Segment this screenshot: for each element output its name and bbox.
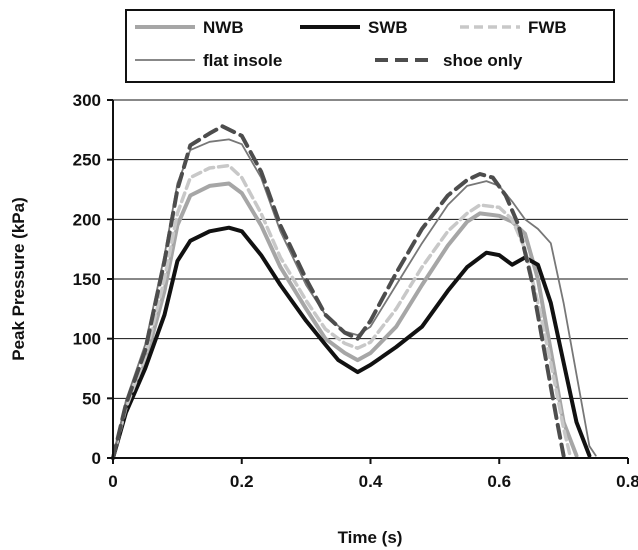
x-tick-label-4: 0.8 xyxy=(616,472,638,491)
tick-labels: 0 50 100 150 200 250 300 0 0.2 0.4 0.6 0.8 xyxy=(73,91,638,491)
series-line-nwb xyxy=(111,181,579,460)
legend-label-4: shoe only xyxy=(443,51,523,70)
legend-box xyxy=(125,9,615,83)
x-tick-label-1: 0.2 xyxy=(230,472,254,491)
y-tick-label-1: 50 xyxy=(82,389,101,408)
y-tick-label-4: 200 xyxy=(73,210,101,229)
legend: NWB SWB FWB flat insole shoe only xyxy=(125,9,615,83)
plot-series xyxy=(111,124,597,460)
legend-label-0: NWB xyxy=(203,18,244,37)
grid-lines xyxy=(113,99,628,399)
legend-label-3: flat insole xyxy=(203,51,282,70)
y-tick-label-5: 250 xyxy=(73,151,101,170)
x-tick-label-3: 0.6 xyxy=(487,472,511,491)
series-line-fwb xyxy=(111,163,572,460)
y-tick-label-2: 100 xyxy=(73,330,101,349)
y-axis-title: Peak Pressure (kPa) xyxy=(9,197,28,361)
x-axis-title: Time (s) xyxy=(338,528,403,547)
legend-label-1: SWB xyxy=(368,18,408,37)
series-line-swb xyxy=(111,225,592,460)
y-tick-label-3: 150 xyxy=(73,270,101,289)
x-tick-label-0: 0 xyxy=(108,472,117,491)
series-line-shoe-only xyxy=(111,124,566,460)
y-tick-label-6: 300 xyxy=(73,91,101,110)
x-tick-label-2: 0.4 xyxy=(359,472,383,491)
y-tick-label-0: 0 xyxy=(92,449,101,468)
legend-label-2: FWB xyxy=(528,18,567,37)
